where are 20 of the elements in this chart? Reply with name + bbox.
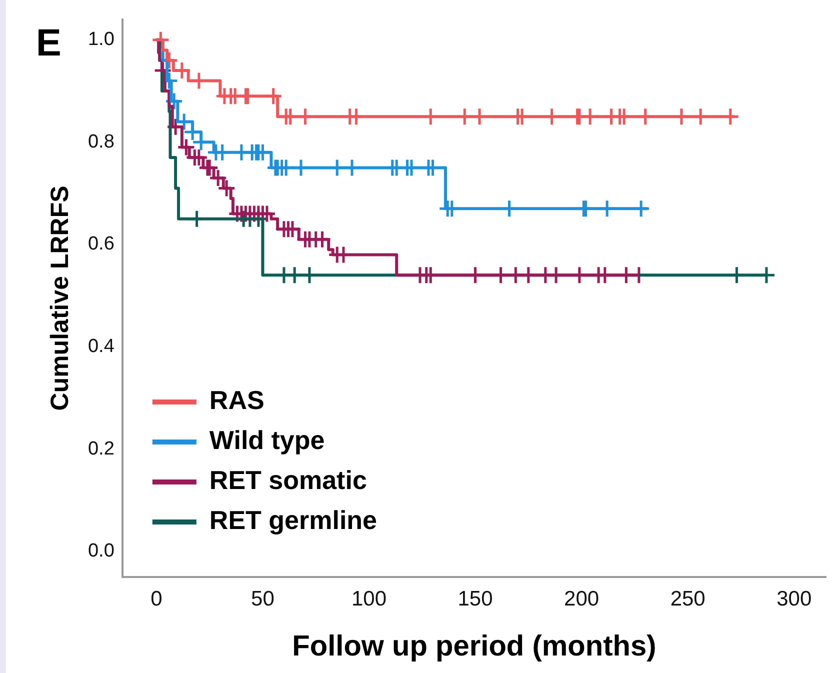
x-tick-label: 100 bbox=[351, 587, 387, 610]
chart-title: E bbox=[36, 22, 62, 64]
legend-label: RAS bbox=[209, 385, 264, 416]
y-tick-label: 0.8 bbox=[88, 131, 114, 152]
x-tick-label: 50 bbox=[251, 587, 274, 610]
legend-label: RET somatic bbox=[209, 465, 367, 496]
legend-label: RET germline bbox=[209, 505, 378, 536]
y-axis-title: Cumulative LRRFS bbox=[46, 186, 74, 411]
y-tick-label: 1.0 bbox=[88, 29, 114, 50]
x-tick-label: 300 bbox=[776, 587, 812, 610]
x-axis-title: Follow up period (months) bbox=[292, 630, 656, 663]
y-tick-label: 0.4 bbox=[88, 336, 115, 358]
x-tick-label: 150 bbox=[458, 587, 493, 610]
legend-label: Wild type bbox=[209, 425, 325, 456]
x-tick-label: 0 bbox=[150, 587, 162, 610]
y-tick-label: 0.6 bbox=[88, 234, 114, 255]
y-tick-label: 0.0 bbox=[88, 540, 114, 562]
x-tick-label: 200 bbox=[564, 587, 600, 610]
y-tick-label: 0.2 bbox=[88, 438, 114, 460]
x-tick-label: 250 bbox=[670, 587, 706, 610]
